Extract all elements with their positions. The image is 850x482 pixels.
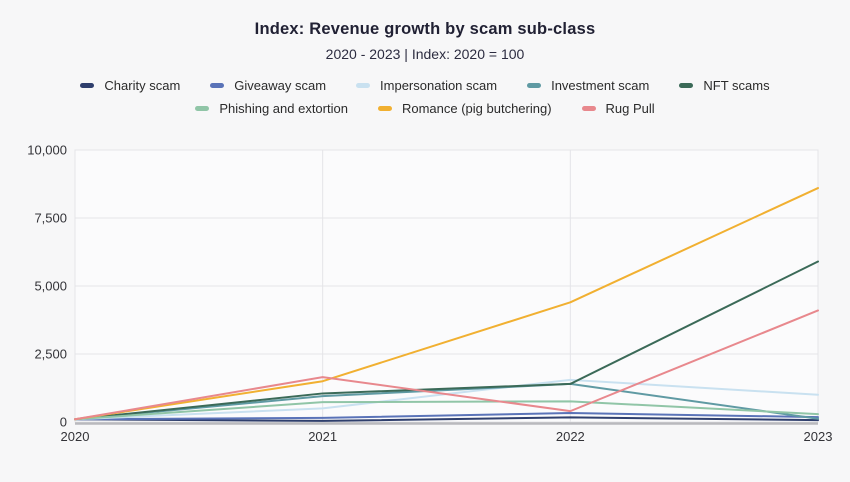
legend-item-label: Impersonation scam xyxy=(380,78,498,93)
legend-item-label: Romance (pig butchering) xyxy=(401,101,552,116)
series-line-nft-scams xyxy=(74,260,819,421)
series-line-romance-pig-butchering xyxy=(74,187,819,421)
x-tick-label: 2020 xyxy=(61,429,90,444)
y-tick-label: 5,000 xyxy=(34,279,67,294)
y-tick-label: 2,500 xyxy=(34,347,67,362)
y-tick-label: 10,000 xyxy=(27,143,67,158)
chart-header: Index: Revenue growth by scam sub-class … xyxy=(0,0,850,62)
legend-item-phishing-and-extortion[interactable]: Phishing and extortion xyxy=(195,101,348,116)
series-line-phishing-and-extortion xyxy=(74,400,819,421)
legend-item-giveaway-scam[interactable]: Giveaway scam xyxy=(210,78,326,93)
legend-item-nft-scams[interactable]: NFT scams xyxy=(679,78,770,93)
legend-item-label: NFT scams xyxy=(703,78,770,93)
legend-swatch-icon xyxy=(581,106,596,111)
chart-title: Index: Revenue growth by scam sub-class xyxy=(254,20,596,38)
legend-item-label: Rug Pull xyxy=(605,101,655,116)
legend-item-charity-scam[interactable]: Charity scam xyxy=(80,78,180,93)
legend-item-rug-pull[interactable]: Rug Pull xyxy=(581,101,655,116)
y-tick-label: 7,500 xyxy=(34,211,67,226)
series-line-rug-pull xyxy=(74,309,819,421)
legend-swatch-icon xyxy=(356,83,371,88)
legend-swatch-icon xyxy=(195,106,210,111)
legend-item-impersonation-scam[interactable]: Impersonation scam xyxy=(356,78,497,93)
x-tick-label: 2021 xyxy=(308,429,337,444)
y-tick-label: 0 xyxy=(60,415,67,430)
chart-legend: Charity scam Giveaway scam Impersonation s… xyxy=(17,78,833,116)
series-line-charity-scam xyxy=(74,416,819,422)
series-line-investment-scam xyxy=(74,382,819,421)
legend-swatch-icon xyxy=(377,106,392,111)
legend-item-label: Investment scam xyxy=(551,78,650,93)
legend-item-label: Giveaway scam xyxy=(234,78,327,93)
series-line-giveaway-scam xyxy=(74,412,819,421)
legend-item-label: Charity scam xyxy=(104,78,181,93)
legend-item-investment-scam[interactable]: Investment scam xyxy=(527,78,649,93)
legend-swatch-icon xyxy=(80,83,95,88)
legend-swatch-icon xyxy=(527,83,542,88)
legend-item-label: Phishing and extortion xyxy=(219,101,348,116)
chart-subtitle: 2020 - 2023 | Index: 2020 = 100 xyxy=(325,46,525,62)
legend-item-romance-pig-butchering[interactable]: Romance (pig butchering) xyxy=(377,101,552,116)
x-tick-label: 2023 xyxy=(804,429,833,444)
x-tick-label: 2022 xyxy=(556,429,585,444)
legend-swatch-icon xyxy=(679,83,694,88)
legend-swatch-icon xyxy=(210,83,225,88)
